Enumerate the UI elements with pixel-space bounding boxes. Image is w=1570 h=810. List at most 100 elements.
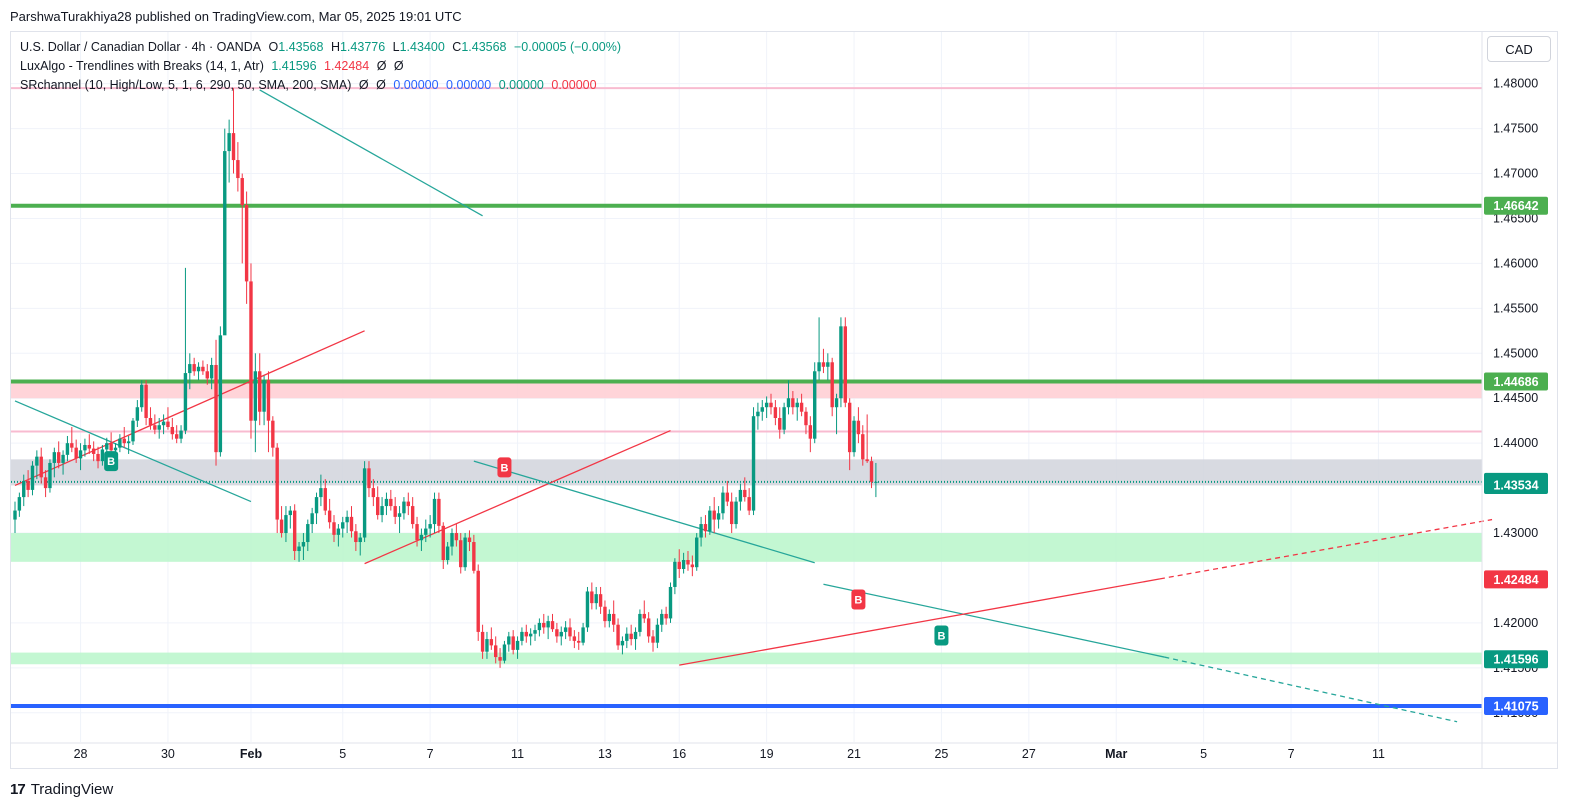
candle — [778, 407, 782, 439]
candle-body — [100, 449, 105, 462]
break-signal-box — [934, 625, 949, 646]
candle-body — [611, 613, 616, 625]
candle — [140, 380, 144, 412]
candle-body — [563, 627, 568, 632]
candle — [288, 506, 293, 529]
candle-body — [389, 498, 393, 507]
candle — [524, 624, 528, 643]
y-tick-label: 1.44500 — [1493, 391, 1538, 405]
y-tick-label: 1.47000 — [1493, 167, 1538, 181]
candle-body — [537, 622, 542, 631]
candle-body — [502, 644, 507, 661]
candle-body — [83, 444, 87, 451]
candle-body — [690, 564, 695, 568]
candle — [629, 624, 633, 646]
candle — [773, 400, 778, 426]
candle-body — [61, 454, 65, 463]
price-tag-box — [1484, 650, 1548, 669]
candle — [384, 492, 389, 516]
candle-body — [376, 497, 380, 516]
candle-body — [813, 371, 817, 439]
candle — [494, 636, 498, 664]
candle — [747, 488, 751, 516]
candle-body — [834, 398, 839, 408]
candle — [432, 492, 437, 534]
candle-body — [607, 613, 612, 622]
candle-body — [384, 498, 389, 507]
candle-body — [489, 639, 494, 646]
x-tick-label: 7 — [1288, 747, 1295, 761]
candle — [834, 393, 839, 435]
candle — [690, 555, 695, 577]
candle-body — [760, 407, 764, 412]
indicator-luxalgo-name[interactable]: LuxAlgo - Trendlines with Breaks (14, 1,… — [20, 59, 264, 73]
x-tick-label: Mar — [1105, 747, 1127, 761]
candle-body — [35, 456, 39, 466]
price-tag-label: 1.43534 — [1493, 479, 1538, 493]
candle-body — [144, 384, 148, 419]
candle-body — [262, 380, 266, 412]
candle-body — [13, 510, 17, 520]
break-signal-badge: B — [851, 589, 866, 610]
candle-body — [808, 425, 813, 439]
candle-body — [52, 452, 57, 463]
candle-body — [227, 133, 231, 152]
resistance-zone — [11, 382, 1482, 399]
break-signal-box — [497, 457, 512, 478]
candle — [686, 551, 690, 571]
candle-body — [751, 416, 756, 511]
candle-body — [310, 513, 314, 525]
candle — [756, 402, 760, 430]
legend-indicator-srchannel[interactable]: SRchannel (10, High/Low, 5, 1, 6, 290, 5… — [20, 78, 601, 92]
candle-body — [122, 438, 126, 444]
candle-body — [332, 522, 336, 535]
candle — [603, 600, 607, 628]
legend-symbol-row[interactable]: U.S. Dollar / Canadian Dollar · 4h · OAN… — [20, 40, 625, 54]
candle — [655, 618, 660, 649]
candle-body — [747, 497, 751, 511]
candle — [223, 128, 227, 336]
candle — [760, 400, 764, 421]
candle — [284, 506, 288, 543]
candle-body — [30, 465, 35, 490]
tradingview-logo[interactable]: 17 TradingView — [10, 781, 113, 798]
signal-layer: B B B B — [104, 451, 949, 646]
candle — [751, 407, 756, 516]
candle — [174, 425, 179, 444]
legend-indicator-luxalgo[interactable]: LuxAlgo - Trendlines with Breaks (14, 1,… — [20, 59, 408, 73]
candle — [485, 631, 489, 659]
candle-body — [297, 546, 301, 552]
candle-body — [292, 510, 297, 552]
candle — [537, 618, 542, 637]
zone-layer — [11, 382, 1482, 665]
candle — [633, 627, 638, 650]
currency-button[interactable]: CAD — [1487, 36, 1551, 62]
candle — [57, 441, 61, 469]
candle — [249, 263, 253, 439]
candle-body — [135, 407, 140, 421]
candle-body — [437, 498, 441, 526]
candle-body — [275, 447, 279, 520]
price-tag-box — [1484, 697, 1548, 716]
candle — [542, 613, 546, 634]
candle-body — [856, 420, 861, 435]
candle-body — [65, 443, 70, 455]
candle — [74, 439, 78, 463]
candle-body — [721, 492, 725, 514]
chart-frame — [10, 31, 1558, 769]
candle — [874, 462, 878, 498]
candle — [96, 446, 100, 469]
candle-body — [594, 594, 598, 604]
indicator-srchannel-name[interactable]: SRchannel (10, High/Low, 5, 1, 6, 290, 5… — [20, 78, 352, 92]
candle — [262, 375, 266, 426]
candle — [620, 636, 625, 655]
candle-body — [590, 591, 594, 604]
candle-body — [87, 444, 91, 449]
candle — [598, 586, 603, 614]
legend-symbol[interactable]: U.S. Dollar / Canadian Dollar · 4h · OAN… — [20, 40, 262, 54]
candle-body — [581, 627, 585, 643]
legend-close: C1.43568 — [452, 40, 507, 54]
candle-body — [533, 630, 537, 634]
trendline — [1159, 518, 1493, 580]
